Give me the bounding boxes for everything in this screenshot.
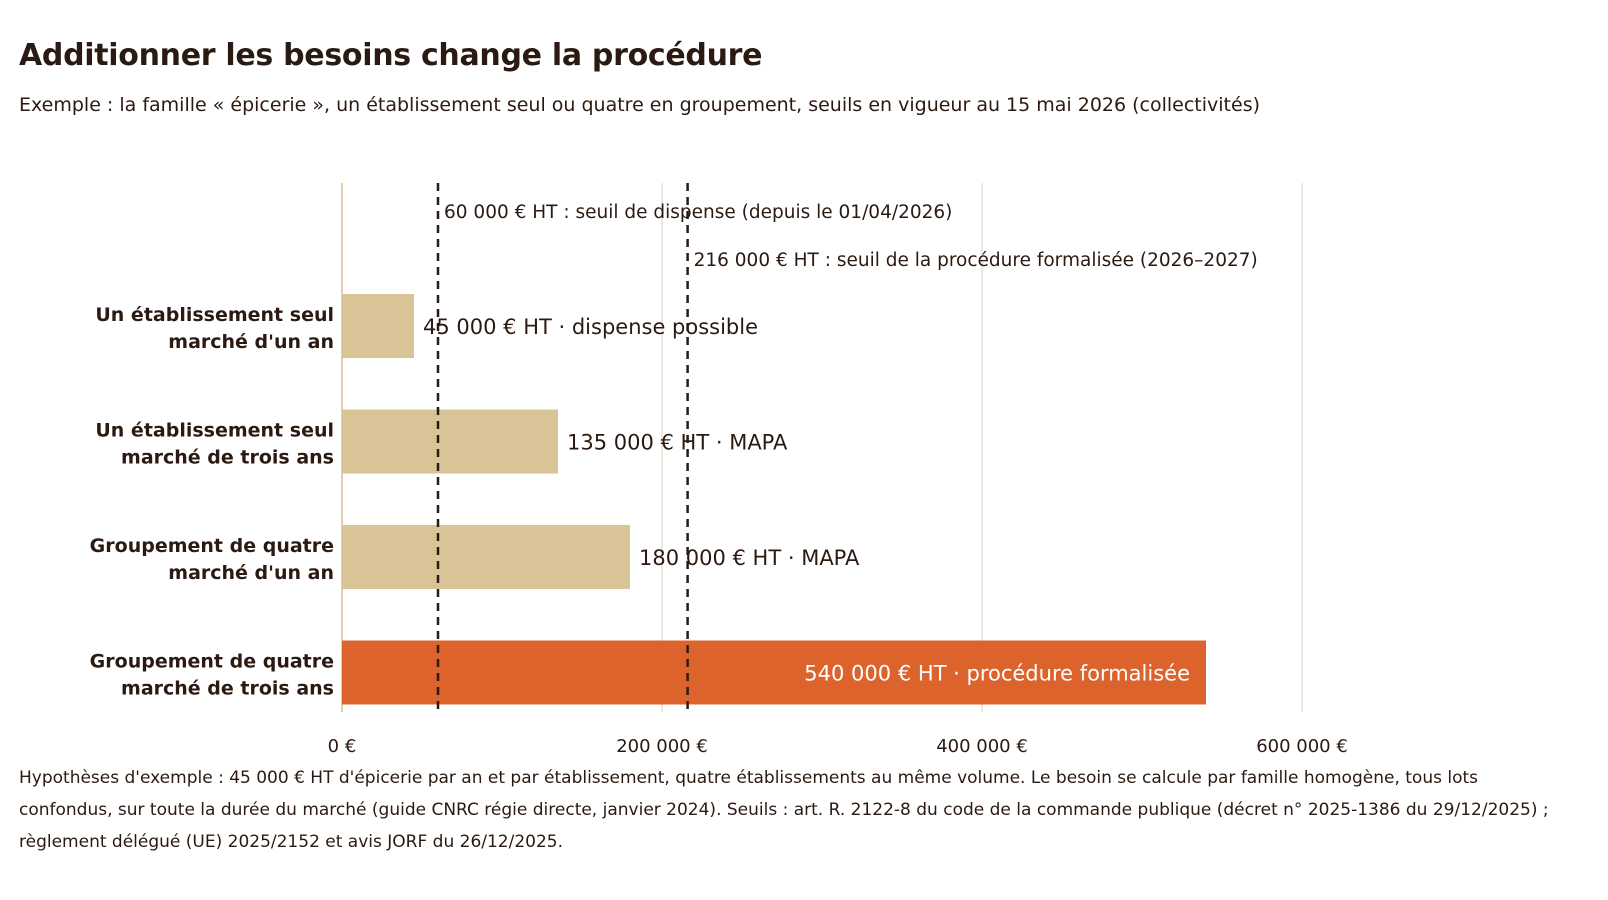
category-label: marché de trois ans [121,678,334,700]
category-label: Groupement de quatre [90,535,334,557]
threshold-label: 60 000 € HT : seuil de dispense (depuis … [444,202,952,223]
category-label: marché d'un an [168,562,334,584]
bar [342,294,414,358]
bar [342,525,630,589]
chart-title: Additionner les besoins change la procéd… [19,38,763,73]
category-label: Groupement de quatre [90,651,334,673]
data-label: 540 000 € HT · procédure formalisée [804,662,1190,686]
data-label: 180 000 € HT · MAPA [639,546,860,570]
bar-chart: Un établissement seul marché d'un an 45 00… [90,183,1348,757]
category-label: marché de trois ans [121,447,334,469]
category-label: Un établissement seul [95,420,334,442]
x-tick-label: 0 € [328,736,357,757]
footnote: Hypothèses d'exemple : 45 000 € HT d'épi… [19,768,1549,852]
x-tick-label: 600 000 € [1256,736,1348,757]
data-label: 45 000 € HT · dispense possible [423,315,758,339]
bar [342,409,558,474]
category-label: Un établissement seul [95,304,334,326]
x-tick-label: 200 000 € [616,736,708,757]
x-tick-label: 400 000 € [936,736,1028,757]
chart-subtitle: Exemple : la famille « épicerie », un ét… [19,94,1261,116]
threshold-label: 216 000 € HT : seuil de la procédure for… [694,250,1258,271]
data-label: 135 000 € HT · MAPA [567,431,788,455]
category-label: marché d'un an [168,331,334,353]
bar [342,640,1206,705]
